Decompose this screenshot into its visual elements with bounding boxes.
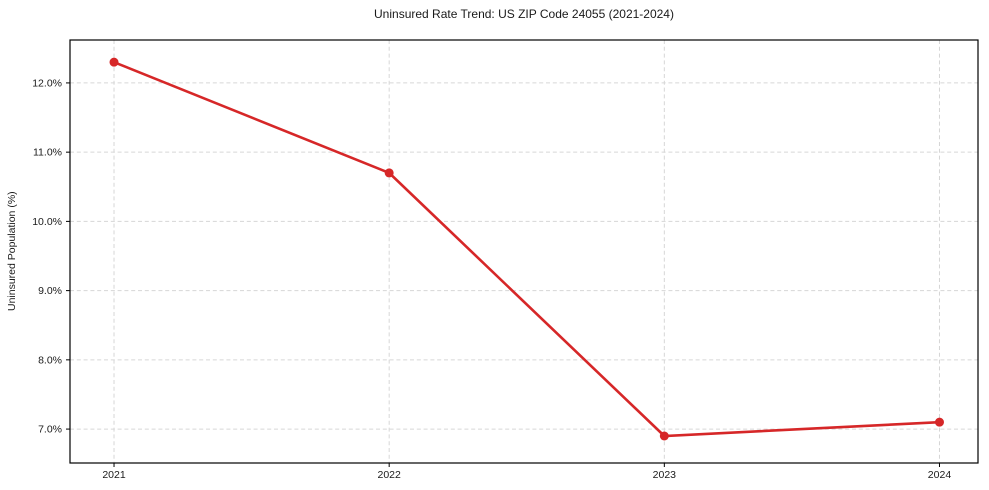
y-tick-label: 9.0%	[38, 285, 62, 297]
x-tick-label: 2022	[377, 469, 401, 481]
y-tick-label: 8.0%	[38, 354, 62, 366]
y-tick-label: 7.0%	[38, 424, 62, 436]
trend-line	[112, 60, 941, 438]
chart-title: Uninsured Rate Trend: US ZIP Code 24055 …	[374, 7, 674, 21]
data-point-marker	[659, 431, 669, 441]
x-tick-label: 2024	[928, 469, 952, 481]
plot-area-frame	[69, 39, 979, 464]
y-tick-label: 12.0%	[32, 77, 62, 89]
series-layer	[109, 57, 944, 441]
y-tick-label: 10.0%	[32, 216, 62, 228]
data-point-marker	[384, 168, 394, 178]
grid-layer	[70, 40, 978, 463]
data-point-marker	[109, 57, 119, 67]
y-tick-label: 11.0%	[33, 147, 62, 159]
x-tick-label: 2021	[102, 469, 126, 481]
x-tick-label: 2023	[653, 469, 677, 481]
axes-layer: 7.0% 8.0% 9.0% 10.0% 11.0% 12.0% 2021 2022 2023 2…	[32, 39, 979, 481]
data-point-marker	[934, 417, 944, 427]
